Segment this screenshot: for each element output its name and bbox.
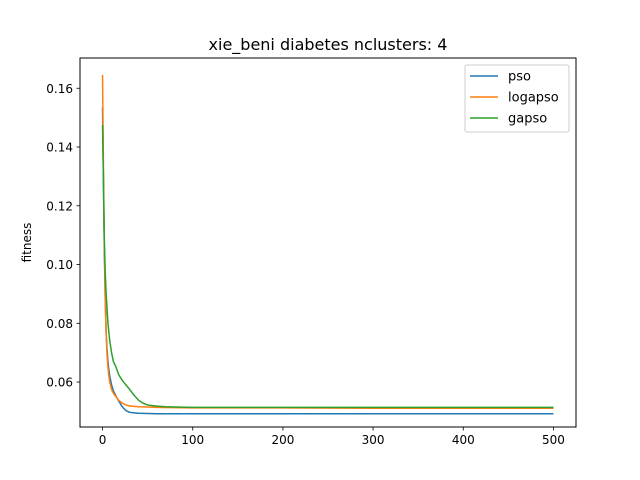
y-tick-label: 0.08 (46, 317, 73, 331)
y-tick-label: 0.06 (46, 376, 73, 390)
y-axis-label: fitness (20, 223, 34, 263)
x-tick-label: 200 (271, 433, 294, 447)
y-tick-label: 0.10 (46, 258, 73, 272)
x-tick-label: 100 (181, 433, 204, 447)
y-tick-label: 0.16 (46, 82, 73, 96)
legend-label-pso: pso (508, 70, 531, 85)
x-tick-label: 300 (362, 433, 385, 447)
legend: pso logapso gapso (464, 64, 570, 133)
y-tick-label: 0.12 (46, 199, 73, 213)
y-axis: 0.06 0.08 0.10 0.12 0.14 0.16 (46, 82, 80, 390)
x-tick-label: 0 (99, 433, 107, 447)
series-line-gapso (101, 124, 554, 409)
chart-title: xie_beni diabetes nclusters: 4 (209, 35, 448, 55)
plot-area-frame (79, 57, 577, 428)
legend-label-gapso: gapso (508, 112, 547, 127)
y-tick-label: 0.14 (46, 141, 73, 155)
x-tick-label: 400 (452, 433, 475, 447)
x-tick-label: 500 (542, 433, 565, 447)
x-axis: 0 100 200 300 400 500 (99, 427, 565, 447)
legend-label-logapso: logapso (508, 91, 559, 106)
series-layer (101, 75, 554, 415)
legend-box (464, 64, 570, 133)
